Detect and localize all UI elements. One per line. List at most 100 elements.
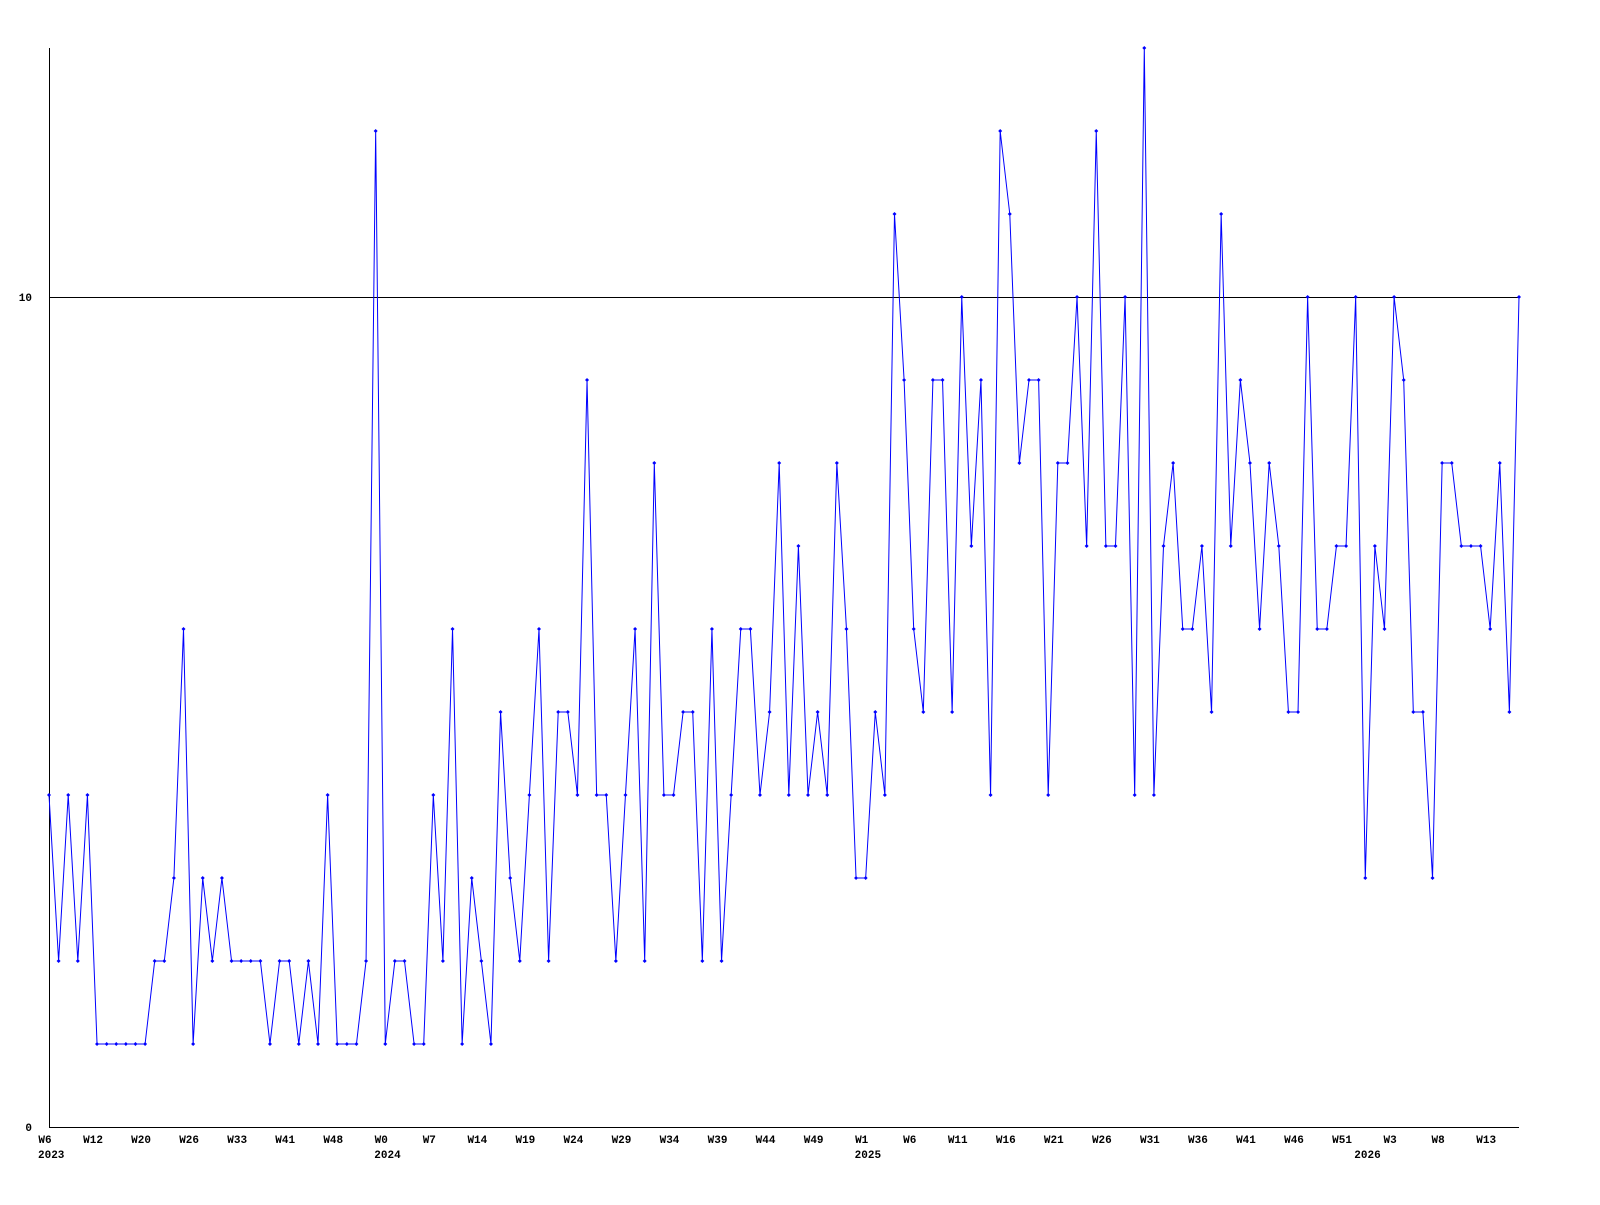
data-point: [498, 710, 503, 714]
data-point: [1353, 295, 1358, 299]
data-point: [344, 1042, 349, 1046]
data-point: [873, 710, 878, 714]
data-point: [1094, 129, 1099, 133]
data-point: [633, 627, 638, 631]
data-point: [1507, 710, 1512, 714]
x-tick-label: W19: [515, 1135, 535, 1147]
data-point: [95, 1042, 100, 1046]
x-tick-label: W44: [756, 1135, 776, 1147]
x-tick-label: W39: [708, 1135, 728, 1147]
data-point: [56, 959, 61, 963]
x-tick-label: W24: [564, 1135, 584, 1147]
data-point: [1228, 544, 1233, 548]
data-point: [748, 627, 753, 631]
data-point: [1372, 544, 1377, 548]
data-point: [277, 959, 282, 963]
data-point: [757, 793, 762, 797]
x-tick-label: W21: [1044, 1135, 1064, 1147]
data-point: [690, 710, 695, 714]
data-point: [1363, 876, 1368, 880]
data-point: [1142, 46, 1147, 50]
x-year-label: 2025: [855, 1150, 882, 1162]
data-point: [613, 959, 618, 963]
x-tick-label: W20: [131, 1135, 151, 1147]
data-point: [1046, 793, 1051, 797]
data-point: [767, 710, 772, 714]
data-point: [1276, 544, 1281, 548]
data-point: [1017, 461, 1022, 465]
data-point: [825, 793, 830, 797]
x-tick-label: W46: [1284, 1135, 1304, 1147]
data-point: [1344, 544, 1349, 548]
data-point: [258, 959, 263, 963]
x-year-label: 2026: [1354, 1150, 1380, 1162]
data-point: [1036, 378, 1041, 382]
x-tick-label: W1: [855, 1135, 869, 1147]
data-point: [200, 876, 205, 880]
data-point: [191, 1042, 196, 1046]
data-point: [950, 710, 955, 714]
data-point: [85, 793, 90, 797]
x-tick-label: W11: [948, 1135, 968, 1147]
data-point: [777, 461, 782, 465]
data-point: [661, 793, 666, 797]
data-point: [642, 959, 647, 963]
data-point: [383, 1042, 388, 1046]
data-point: [911, 627, 916, 631]
data-point: [1449, 461, 1454, 465]
x-tick-label: W48: [323, 1135, 343, 1147]
data-point: [1123, 295, 1128, 299]
data-point: [143, 1042, 148, 1046]
data-point: [335, 1042, 340, 1046]
data-point: [316, 1042, 321, 1046]
data-point: [1180, 627, 1185, 631]
data-point: [940, 378, 945, 382]
data-point: [786, 793, 791, 797]
x-tick-label: W6: [903, 1135, 916, 1147]
data-point: [162, 959, 167, 963]
data-point: [450, 627, 455, 631]
x-tick-label: W6: [38, 1135, 51, 1147]
data-point: [1084, 544, 1089, 548]
data-point: [921, 710, 926, 714]
data-point: [133, 1042, 138, 1046]
x-tick-label: W51: [1332, 1135, 1352, 1147]
data-point: [1132, 793, 1137, 797]
data-point: [709, 627, 714, 631]
x-tick-label: W14: [467, 1135, 487, 1147]
data-point: [1055, 461, 1060, 465]
data-point: [1430, 876, 1435, 880]
data-point: [527, 793, 532, 797]
data-point: [508, 876, 513, 880]
data-point: [671, 793, 676, 797]
data-point: [594, 793, 599, 797]
data-point: [1075, 295, 1080, 299]
data-point: [863, 876, 868, 880]
data-point: [1190, 627, 1195, 631]
data-point: [47, 793, 51, 797]
data-point: [66, 793, 71, 797]
data-point: [114, 1042, 119, 1046]
data-point: [373, 129, 378, 133]
data-point: [1497, 461, 1502, 465]
data-point: [585, 378, 590, 382]
data-point: [239, 959, 244, 963]
data-point: [181, 627, 186, 631]
data-point: [412, 1042, 417, 1046]
data-point: [738, 627, 743, 631]
data-point: [1065, 461, 1070, 465]
data-point: [171, 876, 176, 880]
x-tick-label: W26: [1092, 1135, 1112, 1147]
data-point: [460, 1042, 465, 1046]
x-tick-label: W16: [996, 1135, 1016, 1147]
data-point: [1103, 544, 1108, 548]
x-tick-label: W7: [423, 1135, 436, 1147]
data-point: [988, 793, 993, 797]
data-point: [1199, 544, 1204, 548]
data-point: [604, 793, 609, 797]
data-point: [719, 959, 724, 963]
x-tick-label: W33: [227, 1135, 247, 1147]
data-point: [844, 627, 849, 631]
data-point: [854, 876, 859, 880]
x-tick-label: W0: [375, 1135, 388, 1147]
